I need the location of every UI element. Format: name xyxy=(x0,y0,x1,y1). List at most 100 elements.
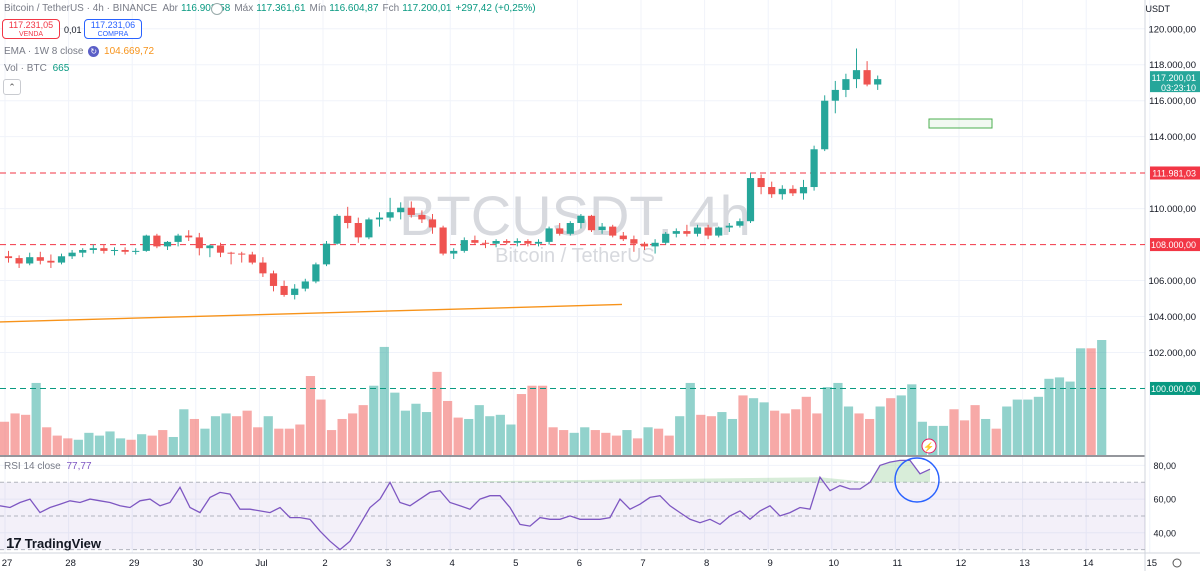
volume-bar xyxy=(369,385,379,455)
rsi-label: RSI 14 close xyxy=(4,461,61,472)
ohlc-value: 116.604,87 xyxy=(329,3,379,14)
volume-bar xyxy=(506,424,516,455)
volume-bar xyxy=(274,428,284,455)
volume-bar xyxy=(770,410,780,455)
level-price-label-bg xyxy=(1150,381,1200,395)
symbol-header: Bitcoin / TetherUS · 4h · BINANCE Abr 116… xyxy=(4,3,543,14)
sell-price: 117.231,05 xyxy=(8,20,54,30)
volume-bar xyxy=(263,416,273,455)
candle-body xyxy=(26,257,34,264)
volume-bar xyxy=(495,414,505,455)
candles xyxy=(4,48,882,300)
level-price-label: 100.000,00 xyxy=(1151,384,1196,394)
candle-body xyxy=(725,225,733,228)
candle-body xyxy=(407,207,415,215)
candle-body xyxy=(163,241,172,247)
candle-body xyxy=(375,217,384,220)
candle-body xyxy=(545,228,553,242)
rsi-polyline xyxy=(0,459,931,551)
volume-bar xyxy=(886,398,896,455)
ohlc-value: 117.361,61 xyxy=(256,3,306,14)
volume-bar xyxy=(94,435,105,455)
ohlc-label: Fch xyxy=(382,3,400,14)
candle-body xyxy=(36,257,44,261)
volume-bar xyxy=(548,427,558,455)
candle-body xyxy=(874,79,882,85)
time-tick-label: 11 xyxy=(892,558,902,569)
tradingview-wordmark: TradingView xyxy=(24,536,102,551)
time-tick-label: 29 xyxy=(129,558,140,569)
ema-line xyxy=(0,303,623,323)
level-price-label-bg xyxy=(1150,166,1200,180)
candle-body xyxy=(566,223,574,234)
volume-bar xyxy=(559,430,569,455)
settings-icon[interactable]: ↻ xyxy=(88,46,100,57)
volume-bar xyxy=(390,392,400,455)
buy-button[interactable]: 117.231,06 COMPRA xyxy=(84,19,142,39)
volume-bar xyxy=(52,435,62,455)
ema-value: 104.669,72 xyxy=(104,46,155,57)
volume-bar xyxy=(84,432,94,455)
price-tick-label: 110.000,00 xyxy=(1149,204,1196,215)
price-axis[interactable]: 120.000,00 118.000,00 116.000,00 114.000,00… xyxy=(1148,24,1200,395)
rsi-overbought-fill xyxy=(390,460,930,483)
candle-body xyxy=(683,231,691,234)
candle-body xyxy=(789,188,797,194)
volume-bar xyxy=(242,410,252,455)
volume-bar xyxy=(738,395,748,455)
volume-bar xyxy=(801,396,811,455)
time-tick-label: 3 xyxy=(386,558,391,569)
rsi-axis: 80,00 60,00 40,00 xyxy=(1153,461,1176,538)
volume-bar xyxy=(31,382,41,455)
volume-bar xyxy=(485,416,495,455)
volume-bar xyxy=(348,413,358,455)
time-tick-label: 28 xyxy=(65,558,76,569)
volume-bar xyxy=(0,421,10,455)
volume-bar xyxy=(115,438,126,455)
candle-body xyxy=(301,281,309,289)
tradingview-logo[interactable]: 17 TradingView xyxy=(6,535,101,552)
candle-body xyxy=(757,178,765,188)
ema-legend[interactable]: EMA · 1W 8 close ↻ 104.669,72 xyxy=(4,46,154,57)
chevron-up-icon[interactable]: ⌃ xyxy=(3,79,21,95)
sell-button[interactable]: 117.231,05 VENDA xyxy=(2,19,60,39)
candle-body xyxy=(333,215,341,244)
settings-icon xyxy=(1172,558,1182,568)
candle-body xyxy=(492,240,500,244)
candle-body xyxy=(746,178,755,222)
volume-bar xyxy=(875,406,885,455)
candle-body xyxy=(598,226,606,231)
user-drawings[interactable]: ⚡ xyxy=(894,118,993,503)
price-tick-label: 120.000,00 xyxy=(1148,24,1196,35)
candle-body xyxy=(778,188,786,195)
volume-bar xyxy=(1054,377,1065,455)
candle-body xyxy=(291,288,299,295)
volume-bar xyxy=(443,400,453,455)
volume-bar xyxy=(833,382,843,455)
candle-body xyxy=(132,250,140,252)
candle-body xyxy=(344,215,352,224)
volume-bar xyxy=(284,428,294,455)
time-axis[interactable]: 27 28 29 30 Jul 2 3 4 5 6 7 8 9 10 11 12 13 14 15 xyxy=(2,558,1182,569)
candle-body xyxy=(534,241,543,244)
candle-body xyxy=(248,254,256,263)
eye-icon[interactable] xyxy=(211,3,223,15)
volume-bar xyxy=(706,416,716,455)
volume-bar xyxy=(453,417,463,455)
currency-label[interactable]: USDT xyxy=(1145,4,1171,14)
volume-bar xyxy=(379,346,389,455)
level-price-label: 111.981,03 xyxy=(1152,168,1196,178)
symbol-title[interactable]: Bitcoin / TetherUS · 4h · BINANCE xyxy=(4,3,158,14)
candle-body xyxy=(460,240,468,251)
candle-body xyxy=(672,231,680,234)
candle-body xyxy=(799,187,808,194)
candle-body xyxy=(619,235,627,240)
volume-legend[interactable]: Vol · BTC 665 xyxy=(4,63,69,74)
volume-bar xyxy=(917,421,927,455)
rsi-legend[interactable]: RSI 14 close 77,77 xyxy=(4,461,92,472)
volume-bar xyxy=(664,435,674,455)
candle-body xyxy=(174,235,182,242)
volume-bar xyxy=(1012,399,1022,455)
